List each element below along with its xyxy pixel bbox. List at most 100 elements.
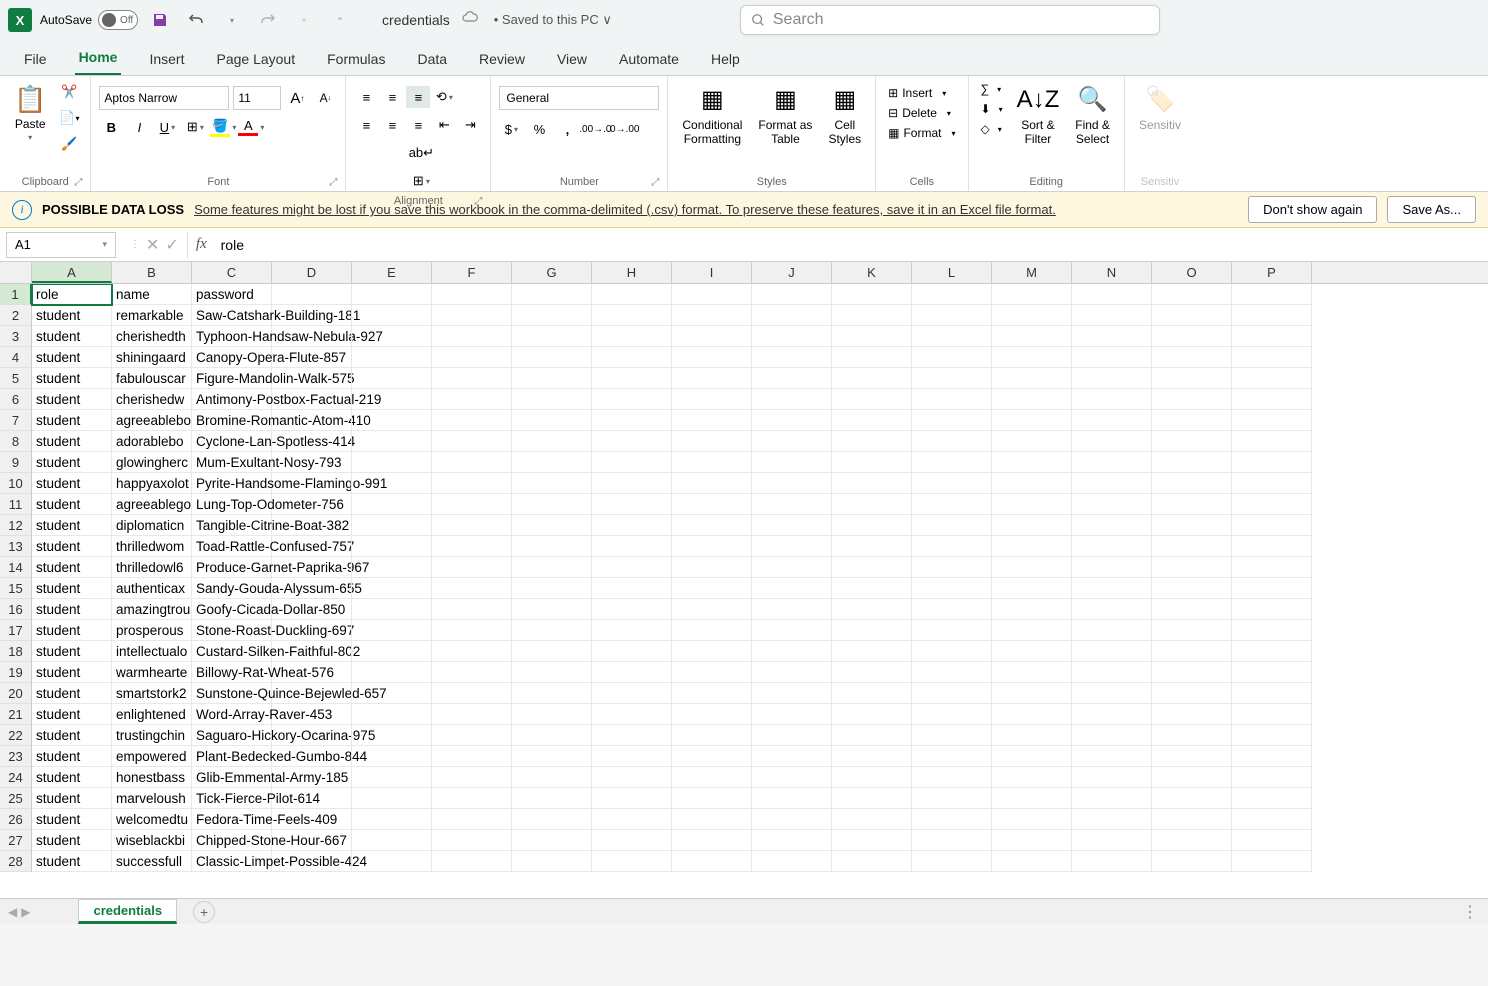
cell-D8[interactable] [272,431,352,452]
cell-K15[interactable] [832,578,912,599]
cell-N11[interactable] [1072,494,1152,515]
cell-D27[interactable] [272,830,352,851]
cell-H28[interactable] [592,851,672,872]
cell-M26[interactable] [992,809,1072,830]
cell-A9[interactable]: student [32,452,112,473]
cell-O10[interactable] [1152,473,1232,494]
conditional-formatting-button[interactable]: ▦ Conditional Formatting [676,80,748,151]
cell-E14[interactable] [352,557,432,578]
decrease-indent-icon[interactable]: ⇤ [432,114,456,136]
cell-A4[interactable]: student [32,347,112,368]
formula-input[interactable]: role [215,237,1488,253]
cell-O2[interactable] [1152,305,1232,326]
cell-N6[interactable] [1072,389,1152,410]
cell-E15[interactable] [352,578,432,599]
column-header-E[interactable]: E [352,262,432,283]
row-header-3[interactable]: 3 [0,326,32,347]
cell-J12[interactable] [752,515,832,536]
cell-L15[interactable] [912,578,992,599]
cell-C9[interactable]: Mum-Exultant-Nosy-793 [192,452,272,473]
name-box[interactable]: A1 ▾ [6,232,116,258]
cell-C11[interactable]: Lung-Top-Odometer-756 [192,494,272,515]
add-sheet-button[interactable]: + [193,901,215,923]
cell-K25[interactable] [832,788,912,809]
cell-O13[interactable] [1152,536,1232,557]
cell-L11[interactable] [912,494,992,515]
cell-B7[interactable]: agreeablebo [112,410,192,431]
column-header-J[interactable]: J [752,262,832,283]
cell-E20[interactable] [352,683,432,704]
cell-B18[interactable]: intellectualo [112,641,192,662]
alignment-launcher-icon[interactable]: ⤢ [474,196,482,207]
cell-styles-button[interactable]: ▦ Cell Styles [822,80,867,151]
sort-filter-button[interactable]: A↓Z Sort & Filter [1011,80,1066,151]
cell-K3[interactable] [832,326,912,347]
row-header-28[interactable]: 28 [0,851,32,872]
cell-A26[interactable]: student [32,809,112,830]
warning-message[interactable]: Some features might be lost if you save … [194,202,1238,217]
cell-M21[interactable] [992,704,1072,725]
cell-C5[interactable]: Figure-Mandolin-Walk-575 [192,368,272,389]
column-header-L[interactable]: L [912,262,992,283]
sheet-nav-next-icon[interactable]: ▶ [21,905,30,919]
cell-G26[interactable] [512,809,592,830]
cell-K1[interactable] [832,284,912,305]
cell-A1[interactable]: role [32,284,112,305]
cell-I22[interactable] [672,725,752,746]
cell-P28[interactable] [1232,851,1312,872]
autosum-button[interactable]: ∑▾ [977,80,1007,98]
row-header-7[interactable]: 7 [0,410,32,431]
cell-I10[interactable] [672,473,752,494]
cell-N14[interactable] [1072,557,1152,578]
autosave-toggle[interactable]: AutoSave Off [40,10,138,30]
tab-automate[interactable]: Automate [615,43,683,75]
cell-I26[interactable] [672,809,752,830]
cell-D3[interactable] [272,326,352,347]
orientation-icon[interactable]: ⟲ [432,86,456,108]
cell-F10[interactable] [432,473,512,494]
cell-E8[interactable] [352,431,432,452]
cell-H5[interactable] [592,368,672,389]
cell-B2[interactable]: remarkable [112,305,192,326]
cell-G4[interactable] [512,347,592,368]
tab-file[interactable]: File [20,43,51,75]
save-icon[interactable] [146,6,174,34]
cell-I25[interactable] [672,788,752,809]
cell-D13[interactable] [272,536,352,557]
cell-D19[interactable] [272,662,352,683]
cell-P5[interactable] [1232,368,1312,389]
cell-D14[interactable] [272,557,352,578]
cell-H24[interactable] [592,767,672,788]
cell-F17[interactable] [432,620,512,641]
cell-A12[interactable]: student [32,515,112,536]
cell-N21[interactable] [1072,704,1152,725]
cell-C13[interactable]: Toad-Rattle-Confused-757 [192,536,272,557]
column-header-B[interactable]: B [112,262,192,283]
cell-B19[interactable]: warmhearte [112,662,192,683]
cell-H15[interactable] [592,578,672,599]
delete-cells-button[interactable]: ⊟Delete▾ [884,104,959,122]
cell-I27[interactable] [672,830,752,851]
row-header-18[interactable]: 18 [0,641,32,662]
cell-N25[interactable] [1072,788,1152,809]
cell-L19[interactable] [912,662,992,683]
cell-M3[interactable] [992,326,1072,347]
cell-O16[interactable] [1152,599,1232,620]
fx-icon[interactable]: fx [196,236,207,253]
cell-O5[interactable] [1152,368,1232,389]
status-menu-icon[interactable]: ⋮ [1462,902,1480,922]
column-header-F[interactable]: F [432,262,512,283]
cell-A11[interactable]: student [32,494,112,515]
cell-M14[interactable] [992,557,1072,578]
cell-G28[interactable] [512,851,592,872]
cell-O20[interactable] [1152,683,1232,704]
cell-B8[interactable]: adorablebo [112,431,192,452]
cell-G2[interactable] [512,305,592,326]
cell-I14[interactable] [672,557,752,578]
row-header-14[interactable]: 14 [0,557,32,578]
cell-K26[interactable] [832,809,912,830]
cell-N19[interactable] [1072,662,1152,683]
cell-L13[interactable] [912,536,992,557]
cell-D5[interactable] [272,368,352,389]
cell-E27[interactable] [352,830,432,851]
